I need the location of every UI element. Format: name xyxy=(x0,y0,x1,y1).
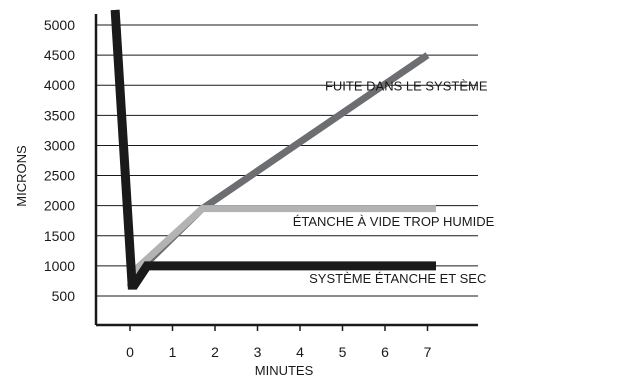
x-tick-label: 0 xyxy=(126,344,134,360)
axes xyxy=(94,14,478,327)
x-tick-label: 4 xyxy=(296,344,304,360)
y-tick-label: 2500 xyxy=(44,168,75,184)
y-tick-label: 1500 xyxy=(44,228,75,244)
x-tick-label: 2 xyxy=(211,344,219,360)
series-annotation-label: SYSTÈME ÉTANCHE ET SEC xyxy=(309,271,486,286)
y-tick-label: 4500 xyxy=(44,47,75,63)
annotations: FUITE DANS LE SYSTÈME ÉTANCHE À VIDE TROP… xyxy=(293,78,495,286)
y-tick-label: 3500 xyxy=(44,107,75,123)
tick-labels: 500 1000 1500 2000 2500 3000 3500 4000 4500 5000 0… xyxy=(44,17,432,360)
series-lines xyxy=(110,9,436,290)
y-tick-label: 1000 xyxy=(44,258,75,274)
x-tick-label: 6 xyxy=(381,344,389,360)
y-tick-label: 500 xyxy=(52,288,76,304)
x-axis-title: MINUTES xyxy=(255,363,314,378)
y-tick-label: 2000 xyxy=(44,198,75,214)
x-tick-label: 5 xyxy=(339,344,347,360)
series-line-2 xyxy=(110,9,436,290)
y-tick-label: 5000 xyxy=(44,17,75,33)
y-tick-label: 4000 xyxy=(44,77,75,93)
x-tick-label: 7 xyxy=(424,344,432,360)
y-axis-title: MICRONS xyxy=(14,145,29,207)
y-tick-label: 3000 xyxy=(44,137,75,153)
x-tick-label: 3 xyxy=(254,344,262,360)
x-tick-label: 1 xyxy=(169,344,177,360)
series-annotation-label: ÉTANCHE À VIDE TROP HUMIDE xyxy=(293,214,495,229)
series-annotation-label: FUITE DANS LE SYSTÈME xyxy=(325,78,488,93)
